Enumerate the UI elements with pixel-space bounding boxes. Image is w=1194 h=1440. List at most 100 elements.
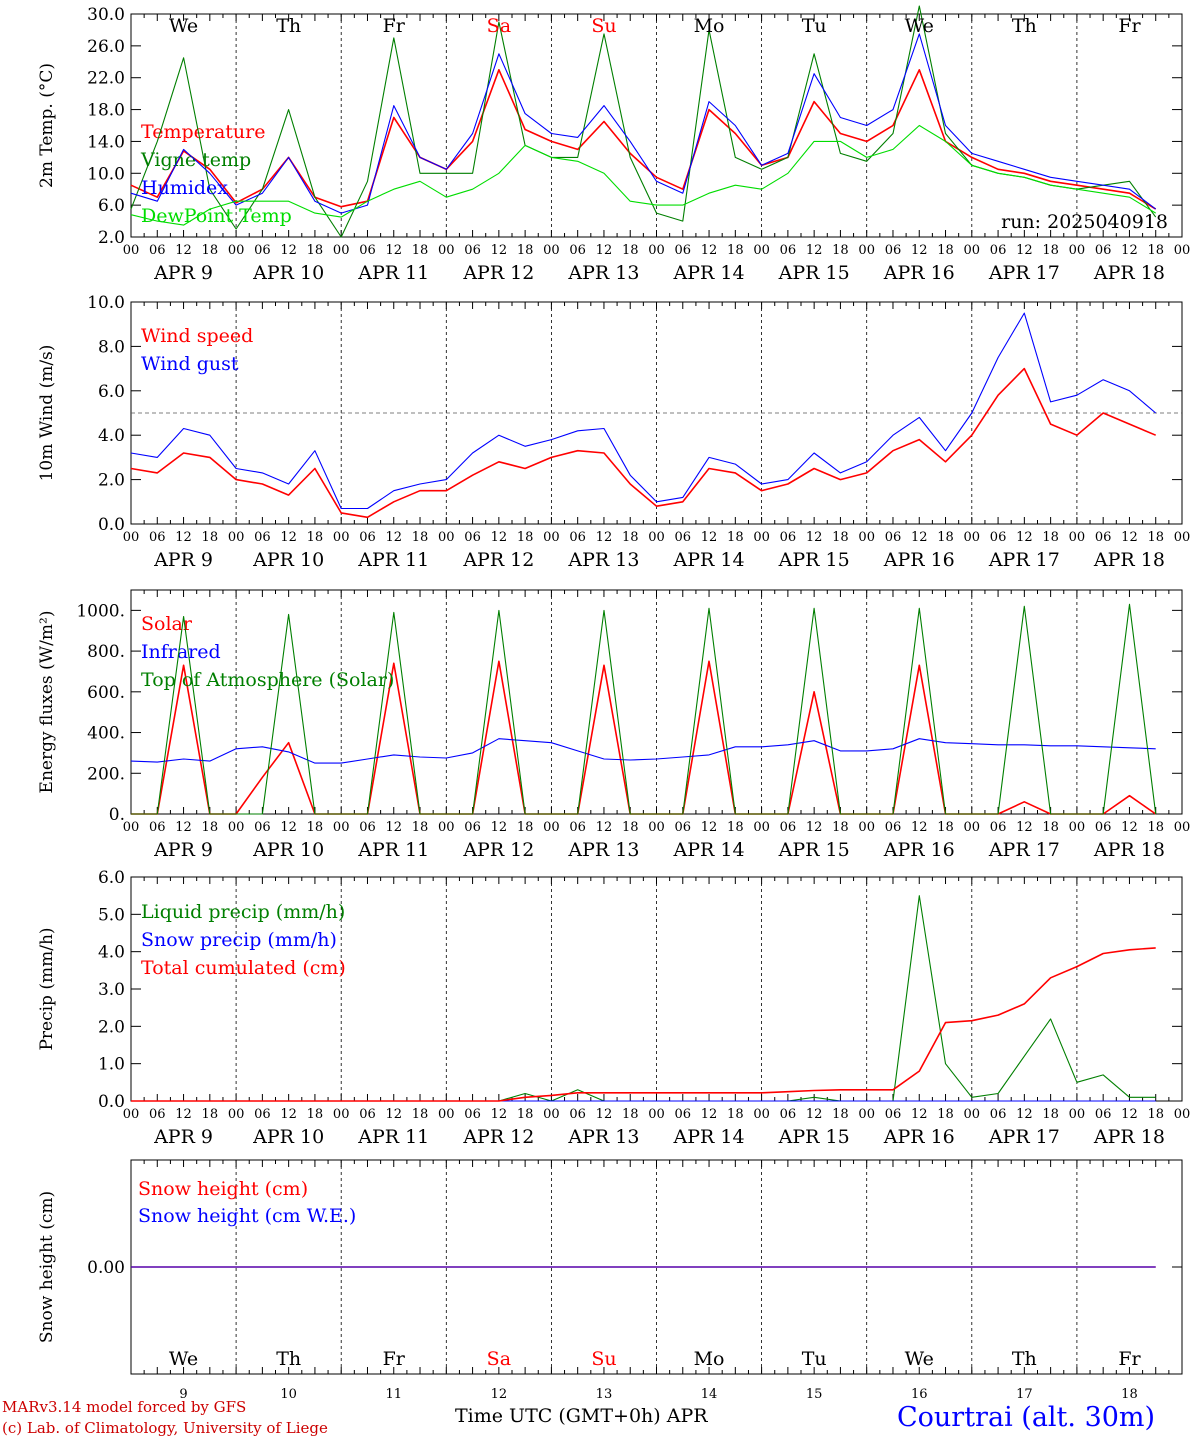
x-tick-label-temperature: 06: [359, 243, 376, 258]
y-axis-label-temperature: 2m Temp. (°C): [37, 63, 57, 188]
x-tick-label-precip: 06: [569, 1107, 586, 1122]
y-tick-label-energy: 200.: [87, 764, 125, 784]
x-tick-label-wind: 12: [911, 530, 928, 545]
weekday-label-bottom: We: [905, 1348, 934, 1370]
x-tick-label-wind: 00: [858, 530, 875, 545]
date-label-wind: APR 16: [883, 549, 955, 571]
x-tick-label-temperature: 18: [202, 243, 219, 258]
x-tick-label-wind: 18: [832, 530, 849, 545]
legend-entry-snow-1: Snow height (cm W.E.): [138, 1205, 356, 1227]
x-tick-label-precip: 12: [596, 1107, 613, 1122]
x-tick-label-wind: 12: [701, 530, 718, 545]
weekday-label-top: We: [905, 15, 934, 37]
x-tick-label-temperature: 18: [1042, 243, 1059, 258]
x-tick-label-wind: 06: [885, 530, 902, 545]
x-tick-label-temperature: 00: [964, 243, 981, 258]
y-tick-label-precip: 5.0: [98, 905, 125, 925]
date-label-temperature: APR 15: [778, 262, 850, 284]
x-tick-label-precip: 12: [1121, 1107, 1138, 1122]
y-tick-label-wind: 2.0: [98, 471, 125, 491]
x-tick-label-energy: 06: [1095, 820, 1112, 835]
x-tick-label-temperature: 12: [596, 243, 613, 258]
weekday-label-bottom: We: [169, 1348, 198, 1370]
x-tick-label-precip: 06: [1095, 1107, 1112, 1122]
day-number-label: 17: [1016, 1387, 1033, 1402]
x-tick-label-wind: 06: [149, 530, 166, 545]
date-label-precip: APR 14: [673, 1126, 745, 1148]
series-line-temperature-3: [130, 124, 1156, 226]
x-tick-label-energy: 06: [780, 820, 797, 835]
x-tick-label-precip: 06: [464, 1107, 481, 1122]
x-tick-label-temperature: 18: [1147, 243, 1164, 258]
x-tick-label-temperature: 06: [780, 243, 797, 258]
day-number-label: 18: [1121, 1387, 1138, 1402]
legend-entry-precip-1: Snow precip (mm/h): [141, 929, 337, 951]
x-tick-label-wind: 00: [753, 530, 770, 545]
date-label-wind: APR 14: [673, 549, 745, 571]
x-tick-label-temperature: 00: [333, 243, 350, 258]
x-tick-label-energy: 12: [1016, 820, 1033, 835]
y-tick-label-energy: 600.: [87, 683, 125, 703]
y-tick-label-precip: 3.0: [98, 980, 125, 1000]
x-tick-label-temperature: 00: [858, 243, 875, 258]
x-tick-label-precip: 00: [543, 1107, 560, 1122]
date-label-temperature: APR 11: [357, 262, 429, 284]
series-line-temperature-2: [130, 33, 1157, 214]
y-tick-label-precip: 1.0: [98, 1055, 125, 1075]
date-label-temperature: APR 17: [988, 262, 1060, 284]
model-credit: MARv3.14 model forced by GFS: [2, 1398, 247, 1416]
x-tick-label-precip: 18: [1147, 1107, 1164, 1122]
x-tick-label-precip: 06: [149, 1107, 166, 1122]
lab-credit: (c) Lab. of Climatology, University of L…: [2, 1419, 328, 1437]
date-label-precip: APR 12: [462, 1126, 534, 1148]
date-label-precip: APR 10: [252, 1126, 324, 1148]
date-label-energy: APR 10: [252, 839, 324, 861]
y-tick-label-wind: 4.0: [98, 426, 125, 446]
series-line-energy-2: [131, 603, 1157, 815]
station-name: Courtrai (alt. 30m): [897, 1402, 1156, 1433]
legend-entry-precip-2: Total cumulated (cm): [141, 957, 346, 979]
weekday-label-top: We: [169, 15, 198, 37]
x-tick-label-precip: 18: [517, 1107, 534, 1122]
x-tick-label-wind: 12: [1016, 530, 1033, 545]
x-tick-label-wind: 06: [675, 530, 692, 545]
weekday-label-bottom: Tu: [802, 1348, 827, 1370]
date-label-temperature: APR 13: [567, 262, 639, 284]
y-tick-label-temperature: 30.0: [87, 5, 125, 25]
y-tick-label-snow: 0.00: [87, 1258, 125, 1278]
x-tick-label-energy: 06: [254, 820, 271, 835]
date-label-precip: APR 9: [153, 1126, 213, 1148]
y-tick-label-energy: 400.: [87, 724, 125, 744]
date-label-temperature: APR 18: [1093, 262, 1165, 284]
x-tick-label-energy: 06: [464, 820, 481, 835]
x-tick-label-energy: 18: [202, 820, 219, 835]
date-label-wind: APR 13: [567, 549, 639, 571]
date-label-wind: APR 11: [357, 549, 429, 571]
x-tick-label-energy: 00: [543, 820, 560, 835]
x-tick-label-wind: 12: [491, 530, 508, 545]
legend-entry-temperature-2: Humidex: [141, 177, 228, 199]
series-line-energy-1: [130, 738, 1156, 764]
x-tick-label-precip: 00: [123, 1107, 140, 1122]
x-tick-label-wind: 00: [543, 530, 560, 545]
series-line-precip-2: [131, 947, 1156, 1102]
y-axis-label-wind: 10m Wind (m/s): [37, 345, 57, 482]
x-tick-label-temperature: 18: [307, 243, 324, 258]
x-tick-label-precip: 18: [727, 1107, 744, 1122]
x-tick-label-precip: 18: [1042, 1107, 1059, 1122]
date-label-temperature: APR 14: [673, 262, 745, 284]
legend-entry-snow-0: Snow height (cm): [138, 1178, 308, 1200]
x-tick-label-energy: 00: [858, 820, 875, 835]
date-label-precip: APR 16: [883, 1126, 955, 1148]
x-tick-label-temperature: 06: [990, 243, 1007, 258]
date-label-energy: APR 17: [988, 839, 1060, 861]
x-tick-label-precip: 00: [858, 1107, 875, 1122]
x-tick-label-precip: 18: [202, 1107, 219, 1122]
y-tick-label-precip: 0.0: [98, 1092, 125, 1112]
date-label-energy: APR 12: [462, 839, 534, 861]
x-tick-label-precip: 12: [701, 1107, 718, 1122]
x-tick-label-temperature: 00: [123, 243, 140, 258]
x-tick-label-precip: 06: [780, 1107, 797, 1122]
x-tick-label-temperature: 12: [280, 243, 297, 258]
date-label-wind: APR 10: [252, 549, 324, 571]
